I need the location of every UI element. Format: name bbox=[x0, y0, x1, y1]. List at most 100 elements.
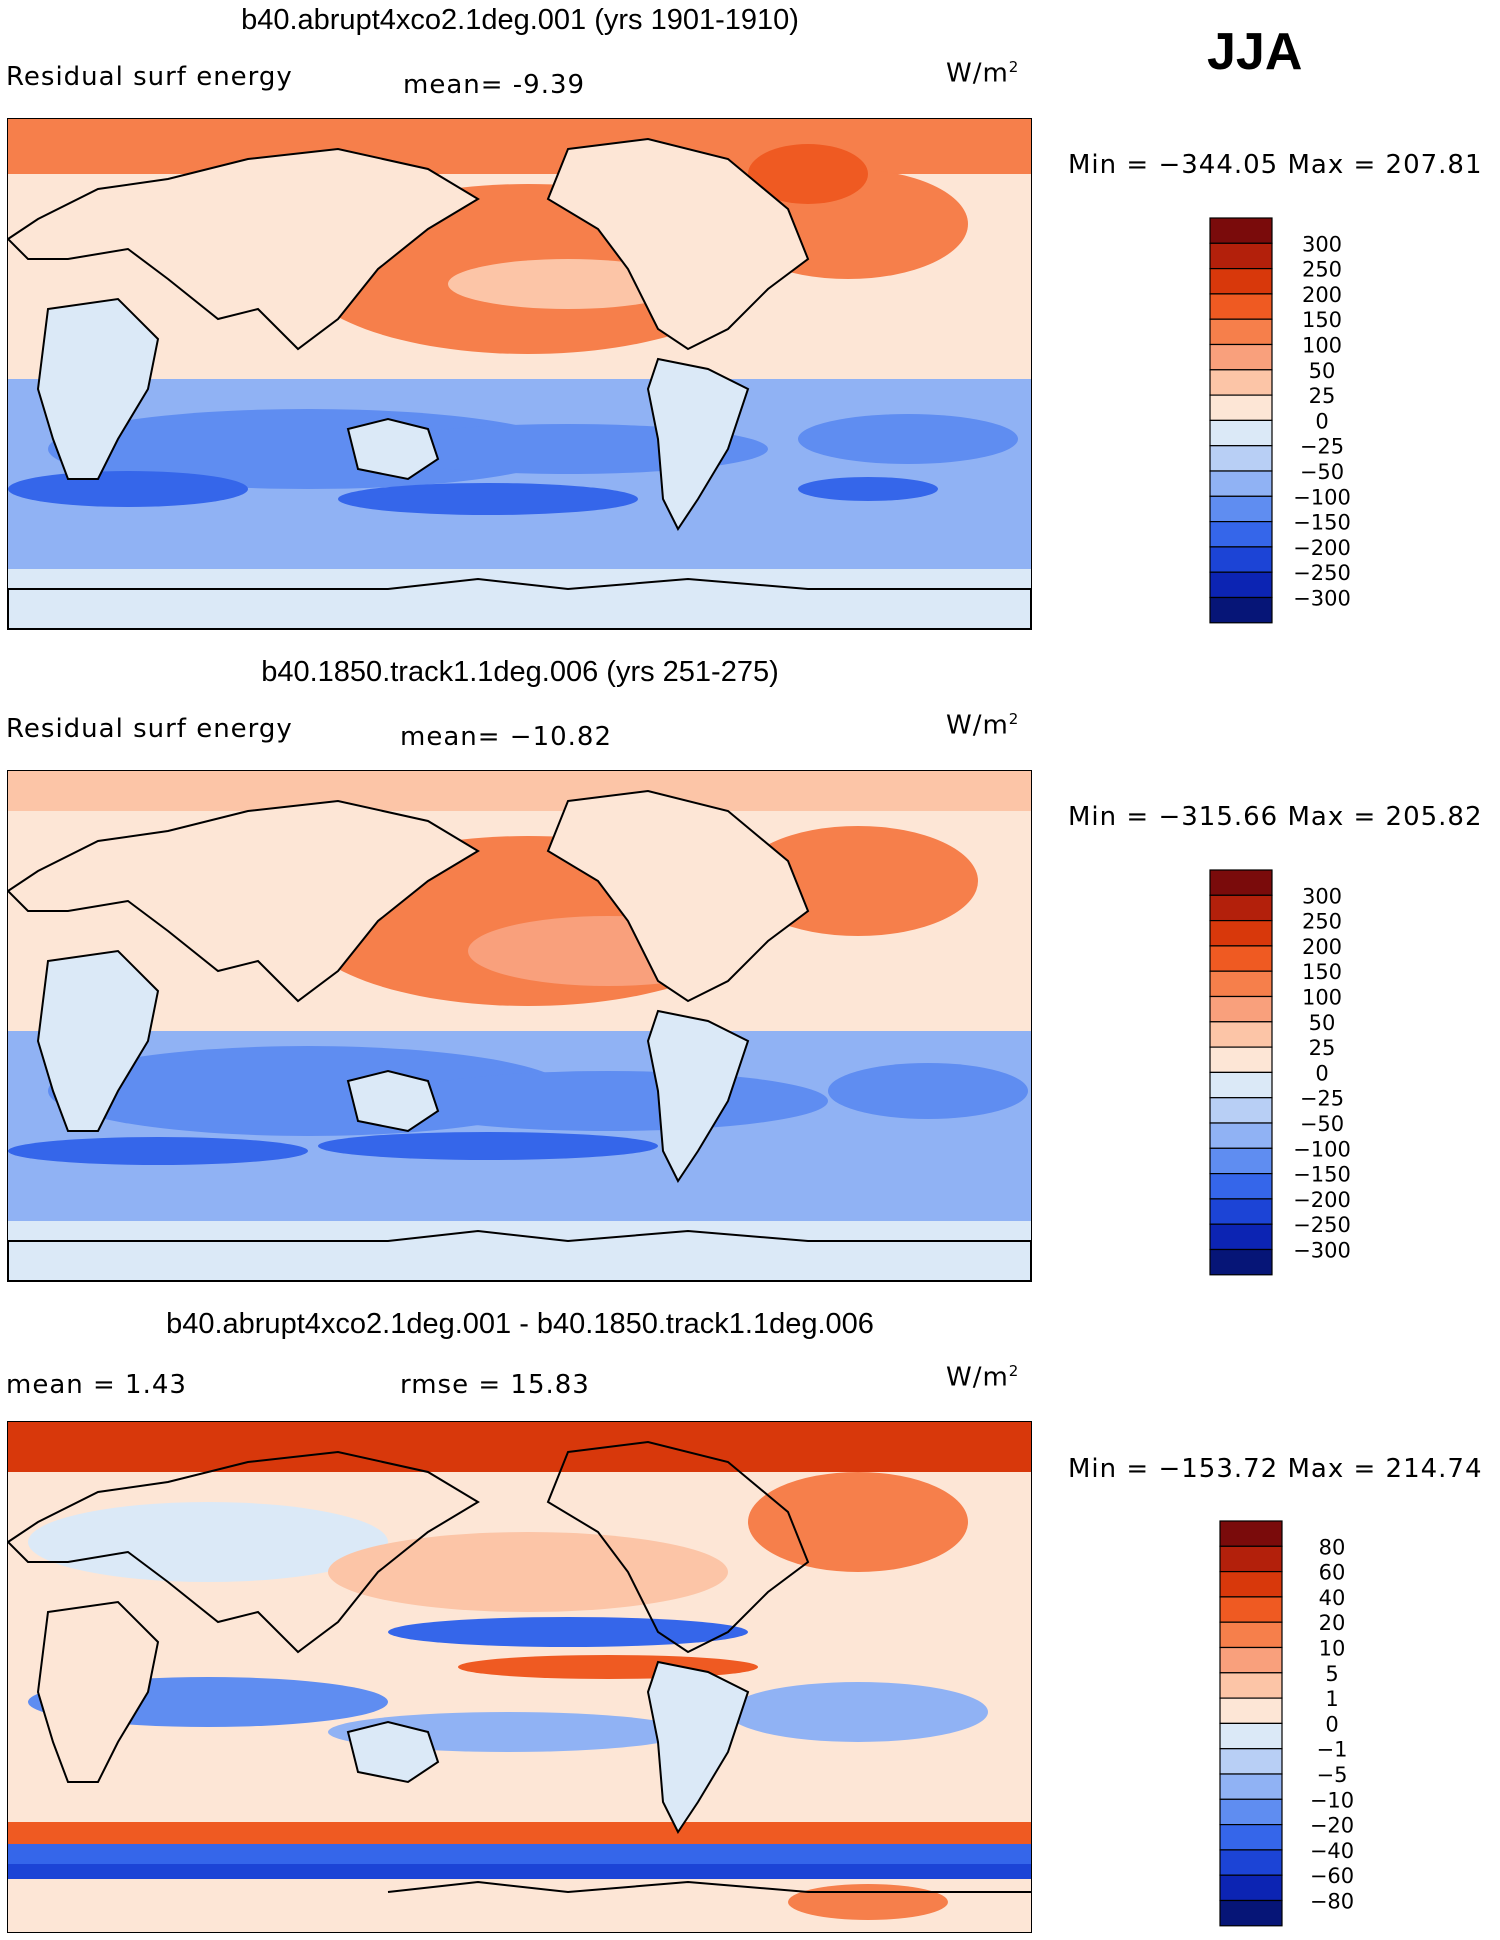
colorbar-tick-label: −300 bbox=[1293, 587, 1351, 611]
colorbar-swatch bbox=[1219, 1849, 1283, 1876]
colorbar-tick-label: −5 bbox=[1317, 1763, 1348, 1787]
colorbar-swatch bbox=[1219, 1722, 1283, 1750]
colorbar-swatch bbox=[1209, 521, 1273, 548]
colorbar-swatch bbox=[1209, 919, 1273, 947]
colorbar-swatch bbox=[1219, 1596, 1283, 1623]
colorbar-tick-label: −25 bbox=[1300, 435, 1344, 459]
colorbar-swatch bbox=[1209, 267, 1273, 295]
colorbar-swatch bbox=[1209, 419, 1273, 447]
colorbar-tick-label: −250 bbox=[1293, 1213, 1351, 1237]
panel-2-map bbox=[7, 770, 1032, 1282]
colorbar-swatch bbox=[1209, 217, 1273, 244]
colorbar-tick-label: 100 bbox=[1302, 986, 1342, 1010]
colorbar-tick-label: −40 bbox=[1310, 1839, 1354, 1863]
panel-3-legend: 80 60 40 20 10 5 1 0 −1 −5 −10 −20 −40 −60 −80 bbox=[1219, 1520, 1400, 1936]
colorbar-swatch bbox=[1209, 1173, 1273, 1200]
colorbar-swatch bbox=[1209, 1046, 1273, 1074]
panel-2-legend: 300 250 200 150 100 50 25 0 −25 −50 −100 −150 −200 −2… bbox=[1209, 869, 1390, 1285]
colorbar-swatch bbox=[1209, 869, 1273, 896]
panel-3-minmax: Min = −153.72 Max = 214.74 bbox=[1068, 1454, 1483, 1484]
panel-2-map-graphic bbox=[8, 771, 1031, 1281]
colorbar-swatch bbox=[1209, 343, 1273, 371]
colorbar-swatch bbox=[1209, 970, 1273, 998]
colorbar-tick-label: −50 bbox=[1300, 460, 1344, 484]
colorbar-tick-label: −300 bbox=[1293, 1239, 1351, 1263]
panel-3-rmse: rmse = 15.83 bbox=[400, 1370, 590, 1400]
panel-3-title: b40.abrupt4xco2.1deg.001 - b40.1850.trac… bbox=[166, 1308, 874, 1340]
panel-3-map-graphic bbox=[8, 1422, 1031, 1932]
colorbar-swatch bbox=[1209, 894, 1273, 922]
colorbar-swatch bbox=[1209, 318, 1273, 346]
colorbar-tick-label: 50 bbox=[1309, 1011, 1336, 1035]
colorbar-swatch bbox=[1209, 1223, 1273, 1251]
colorbar-swatch bbox=[1219, 1899, 1283, 1927]
colorbar-swatch bbox=[1219, 1773, 1283, 1800]
panel-2-units: W/m2 bbox=[946, 710, 1020, 741]
colorbar-swatch bbox=[1219, 1748, 1283, 1775]
colorbar-swatch bbox=[1219, 1545, 1283, 1573]
colorbar-tick-label: −100 bbox=[1293, 1137, 1351, 1161]
colorbar-swatch bbox=[1219, 1697, 1283, 1725]
colorbar-swatch bbox=[1209, 1198, 1273, 1225]
colorbar-tick-label: 100 bbox=[1302, 334, 1342, 358]
colorbar-swatch bbox=[1209, 546, 1273, 573]
colorbar-swatch bbox=[1219, 1621, 1283, 1649]
colorbar-tick-label: −10 bbox=[1310, 1788, 1354, 1812]
colorbar-tick-label: −50 bbox=[1300, 1112, 1344, 1136]
panel-2-variable-label: Residual surf energy bbox=[6, 714, 293, 744]
colorbar-tick-label: 40 bbox=[1319, 1586, 1346, 1610]
colorbar-tick-label: −100 bbox=[1293, 485, 1351, 509]
colorbar-tick-label: 25 bbox=[1309, 1036, 1336, 1060]
colorbar-tick-label: 250 bbox=[1302, 910, 1342, 934]
panel-1-map bbox=[7, 118, 1032, 630]
colorbar-swatch bbox=[1209, 596, 1273, 624]
panel-1-variable-label: Residual surf energy bbox=[6, 62, 293, 92]
panel-3-mean: mean = 1.43 bbox=[6, 1370, 187, 1400]
panel-1-colorbar: 30025020015010050250−25−50−100−150−200−2… bbox=[1209, 217, 1351, 624]
colorbar-tick-label: 1 bbox=[1325, 1687, 1338, 1711]
panel-1-legend: 300 250 200 150 100 50 25 0 −25 −50 −100 −150 −200 −2… bbox=[1209, 217, 1390, 633]
colorbar-swatch bbox=[1209, 445, 1273, 472]
panel-1-units: W/m2 bbox=[946, 58, 1020, 89]
panel-1-mean: mean= -9.39 bbox=[403, 70, 586, 100]
colorbar-swatch bbox=[1219, 1874, 1283, 1902]
colorbar-tick-label: 60 bbox=[1319, 1561, 1346, 1585]
panel-2-colorbar: 30025020015010050250−25−50−100−150−200−2… bbox=[1209, 869, 1351, 1276]
colorbar-tick-label: −25 bbox=[1300, 1087, 1344, 1111]
colorbar-swatch bbox=[1209, 995, 1273, 1023]
panel-3-map bbox=[7, 1421, 1032, 1933]
panel-3-units: W/m2 bbox=[946, 1362, 1020, 1393]
colorbar-swatch bbox=[1209, 945, 1273, 972]
colorbar-tick-label: 5 bbox=[1325, 1662, 1338, 1686]
colorbar-tick-label: 0 bbox=[1315, 1061, 1328, 1085]
colorbar-swatch bbox=[1209, 1071, 1273, 1099]
colorbar-tick-label: 0 bbox=[1315, 409, 1328, 433]
colorbar-tick-label: 150 bbox=[1302, 308, 1342, 332]
colorbar-swatch bbox=[1209, 1021, 1273, 1048]
panel-1-title: b40.abrupt4xco2.1deg.001 (yrs 1901-1910) bbox=[241, 4, 799, 36]
colorbar-tick-label: 150 bbox=[1302, 960, 1342, 984]
colorbar-tick-label: −1 bbox=[1317, 1738, 1348, 1762]
colorbar-tick-label: 10 bbox=[1319, 1637, 1346, 1661]
colorbar-swatch bbox=[1219, 1646, 1283, 1674]
colorbar-tick-label: 200 bbox=[1302, 283, 1342, 307]
colorbar-tick-label: −250 bbox=[1293, 561, 1351, 585]
colorbar-swatch bbox=[1209, 394, 1273, 422]
colorbar-tick-label: 0 bbox=[1325, 1712, 1338, 1736]
colorbar-tick-label: 200 bbox=[1302, 935, 1342, 959]
colorbar-tick-label: −150 bbox=[1293, 511, 1351, 535]
colorbar-swatch bbox=[1209, 293, 1273, 320]
colorbar-tick-label: −60 bbox=[1310, 1864, 1354, 1888]
colorbar-swatch bbox=[1209, 470, 1273, 497]
colorbar-tick-label: −200 bbox=[1293, 1188, 1351, 1212]
season-label: JJA bbox=[1207, 23, 1303, 81]
colorbar-tick-label: 300 bbox=[1302, 884, 1342, 908]
colorbar-tick-label: 300 bbox=[1302, 232, 1342, 256]
colorbar-swatch bbox=[1209, 495, 1273, 523]
colorbar-tick-label: 25 bbox=[1309, 384, 1336, 408]
colorbar-swatch bbox=[1219, 1570, 1283, 1598]
panel-2-minmax: Min = −315.66 Max = 205.82 bbox=[1068, 802, 1483, 832]
colorbar-swatch bbox=[1209, 1097, 1273, 1124]
colorbar-swatch bbox=[1209, 1147, 1273, 1175]
